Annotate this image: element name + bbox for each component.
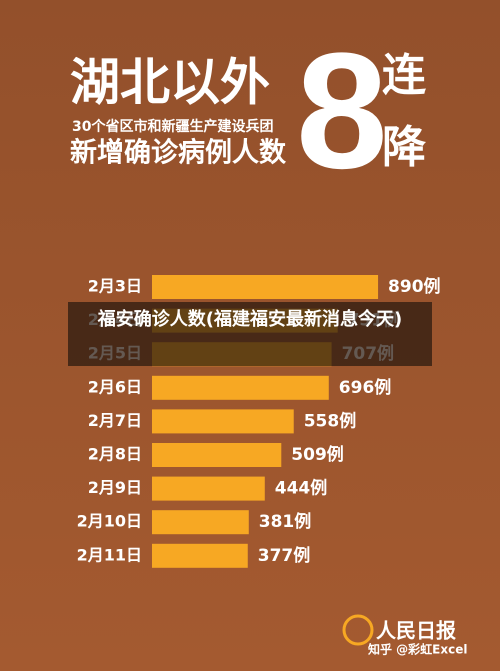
category-label: 2月11日	[77, 545, 142, 564]
value-label: 890例	[388, 276, 441, 297]
chart-title: 湖北以外	[70, 54, 270, 112]
bar	[152, 510, 249, 535]
bar	[152, 543, 248, 568]
value-label: 696例	[339, 377, 392, 398]
bar	[152, 409, 294, 434]
watermark: 知乎 @彩虹Excel	[367, 642, 467, 657]
subtitle: 新增确诊病例人数	[70, 137, 287, 169]
headline-number: 8	[296, 19, 388, 203]
category-label: 2月3日	[88, 277, 142, 296]
overlay-title: 福安确诊人数(福建福安最新消息今天)	[68, 302, 432, 366]
category-label: 2月10日	[77, 512, 142, 531]
headline-text: 降	[382, 122, 426, 173]
bar	[152, 476, 265, 501]
category-label: 2月7日	[88, 411, 142, 430]
value-label: 509例	[291, 444, 344, 465]
category-label: 2月6日	[88, 377, 142, 396]
bar	[152, 375, 329, 400]
bar	[152, 275, 379, 299]
value-label: 381例	[259, 511, 312, 532]
value-label: 444例	[275, 478, 328, 499]
category-label: 2月9日	[88, 478, 142, 497]
category-label: 2月8日	[88, 445, 142, 464]
value-label: 377例	[258, 545, 311, 566]
logo-icon	[342, 614, 374, 646]
value-label: 558例	[304, 410, 357, 431]
bar	[152, 443, 282, 467]
subtitle: 30个省区市和新疆生产建设兵团	[72, 118, 273, 135]
logo: 人民日报	[376, 619, 456, 643]
headline-text: 连	[382, 50, 426, 101]
